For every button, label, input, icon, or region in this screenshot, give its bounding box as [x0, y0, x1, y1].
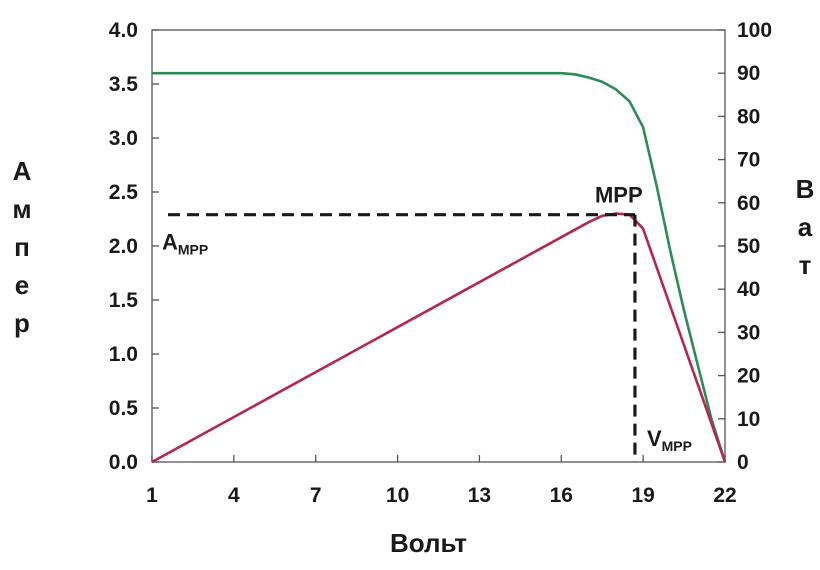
x-axis-title: Вольт — [390, 528, 467, 558]
right-tick-label: 20 — [737, 365, 760, 388]
right-tick-label: 90 — [737, 62, 760, 85]
right-tick-label: 100 — [737, 19, 772, 42]
x-axis-ticks: 1 4 7 10 13 16 19 22 — [146, 455, 737, 507]
x-tick-label: 1 — [146, 484, 158, 507]
v-mpp-label: VMPP — [647, 426, 692, 454]
left-tick-label: 0.5 — [109, 397, 139, 420]
x-tick-label: 22 — [713, 484, 736, 507]
left-tick-label: 4.0 — [109, 19, 138, 42]
right-tick-label: 10 — [737, 408, 760, 431]
left-tick-label: 2.5 — [109, 181, 139, 204]
plot-frame — [151, 29, 726, 463]
x-tick-label: 19 — [631, 484, 654, 507]
current-curve — [152, 71, 727, 463]
right-tick-label: 0 — [737, 451, 749, 474]
x-tick-label: 16 — [550, 484, 573, 507]
x-tick-label: 7 — [310, 484, 322, 507]
right-tick-label: 50 — [737, 235, 760, 258]
a-mpp-sub: MPP — [178, 242, 208, 258]
x-tick-label: 4 — [228, 484, 240, 507]
right-tick-label: 30 — [737, 321, 760, 344]
left-tick-label: 0.0 — [109, 451, 138, 474]
left-tick-label: 2.0 — [109, 235, 138, 258]
x-tick-label: 13 — [468, 484, 491, 507]
left-tick-label: 3.5 — [109, 73, 139, 96]
axis-titles: Вольт А м п е р В а т — [12, 156, 814, 558]
right-tick-label: 60 — [737, 192, 760, 215]
plot-border — [151, 29, 726, 463]
a-mpp-main: A — [162, 230, 178, 255]
left-tick-label: 1.5 — [109, 289, 139, 312]
power-curve — [151, 212, 727, 464]
right-tick-label: 40 — [737, 278, 760, 301]
right-tick-label: 80 — [737, 105, 760, 128]
right-tick-label: 70 — [737, 149, 760, 172]
v-mpp-sub: MPP — [662, 438, 692, 454]
v-mpp-main: V — [647, 426, 662, 451]
left-tick-label: 1.0 — [109, 343, 138, 366]
x-tick-label: 10 — [386, 484, 409, 507]
mpp-label: MPP — [595, 183, 643, 208]
a-mpp-label: AMPP — [162, 230, 208, 258]
series-group — [151, 71, 727, 464]
right-axis-ticks: 0 10 20 30 40 50 60 70 80 90 100 — [718, 19, 772, 474]
left-axis-ticks: 0.0 0.5 1.0 1.5 2.0 2.5 3.0 3.5 4.0 — [109, 19, 159, 474]
left-tick-label: 3.0 — [109, 127, 138, 150]
